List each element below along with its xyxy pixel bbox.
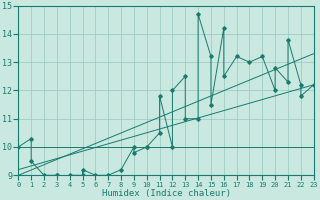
X-axis label: Humidex (Indice chaleur): Humidex (Indice chaleur) xyxy=(101,189,230,198)
